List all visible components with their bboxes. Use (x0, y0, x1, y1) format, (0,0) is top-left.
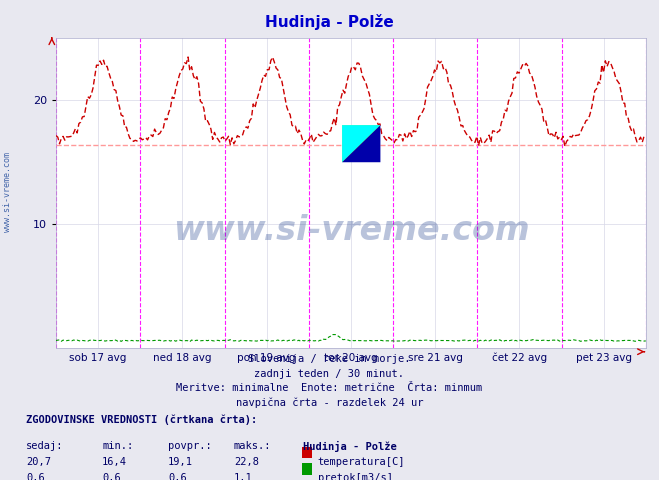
Text: min.:: min.: (102, 441, 133, 451)
Text: zadnji teden / 30 minut.: zadnji teden / 30 minut. (254, 369, 405, 379)
Text: pretok[m3/s]: pretok[m3/s] (318, 473, 393, 480)
Text: temperatura[C]: temperatura[C] (318, 457, 405, 467)
Text: Hudinja - Polže: Hudinja - Polže (303, 441, 397, 452)
Text: povpr.:: povpr.: (168, 441, 212, 451)
Polygon shape (342, 125, 380, 162)
Text: www.si-vreme.com: www.si-vreme.com (173, 214, 529, 247)
Text: 20,7: 20,7 (26, 457, 51, 467)
Text: 0,6: 0,6 (168, 473, 186, 480)
Text: Meritve: minimalne  Enote: metrične  Črta: minmum: Meritve: minimalne Enote: metrične Črta:… (177, 383, 482, 393)
Text: navpična črta - razdelek 24 ur: navpična črta - razdelek 24 ur (236, 397, 423, 408)
Bar (342, 125, 380, 162)
Text: www.si-vreme.com: www.si-vreme.com (3, 152, 13, 232)
Text: 22,8: 22,8 (234, 457, 259, 467)
Text: sedaj:: sedaj: (26, 441, 64, 451)
Text: maks.:: maks.: (234, 441, 272, 451)
Text: 0,6: 0,6 (102, 473, 121, 480)
Polygon shape (342, 125, 380, 162)
Text: 1,1: 1,1 (234, 473, 252, 480)
Text: Slovenija / reke in morje.: Slovenija / reke in morje. (248, 354, 411, 364)
Text: 19,1: 19,1 (168, 457, 193, 467)
Text: Hudinja - Polže: Hudinja - Polže (265, 13, 394, 30)
Text: ZGODOVINSKE VREDNOSTI (črtkana črta):: ZGODOVINSKE VREDNOSTI (črtkana črta): (26, 414, 258, 425)
Text: 0,6: 0,6 (26, 473, 45, 480)
Text: 16,4: 16,4 (102, 457, 127, 467)
